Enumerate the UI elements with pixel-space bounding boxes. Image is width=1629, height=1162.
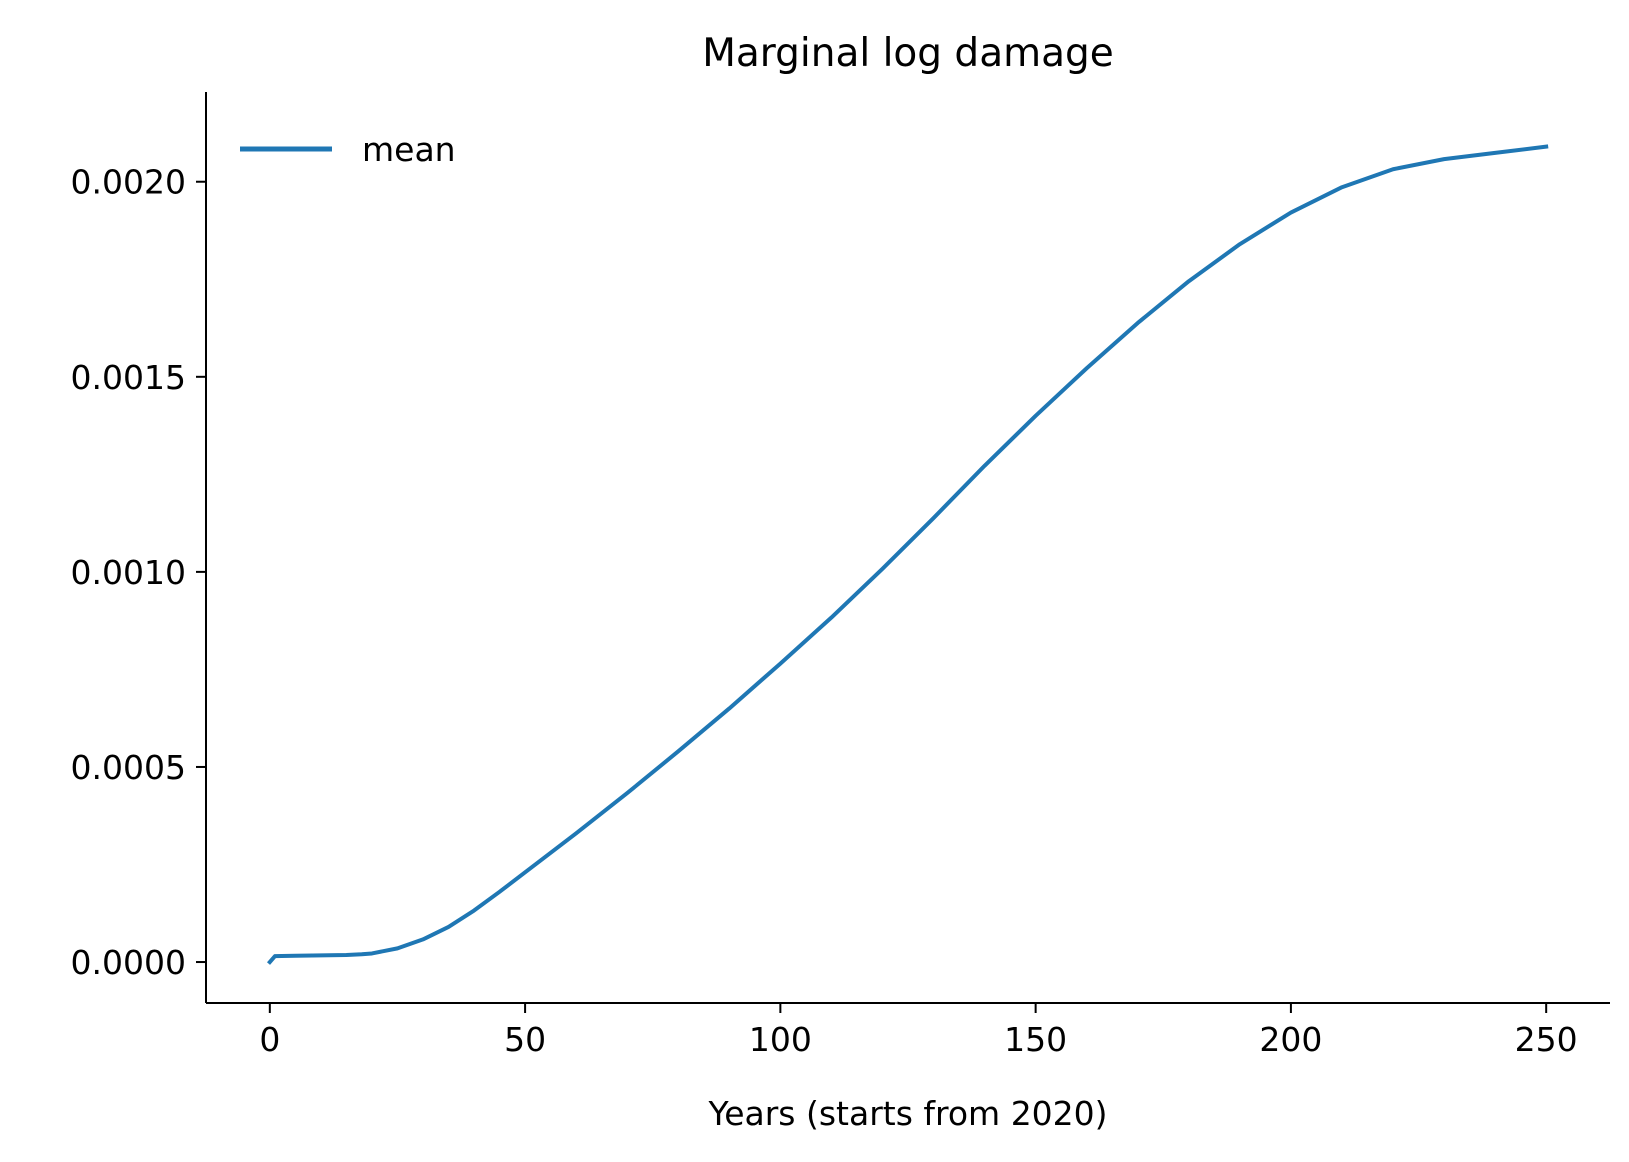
series-layer xyxy=(266,144,1549,965)
x-tick-label: 50 xyxy=(504,1020,546,1059)
x-tick-label: 250 xyxy=(1515,1020,1578,1059)
x-axis-ticks: 0 50 100 150 200 250 xyxy=(259,1003,1578,1059)
x-axis-label: Years (starts from 2020) xyxy=(707,1094,1107,1133)
y-tick-label: 0.0010 xyxy=(71,553,186,592)
y-tick-label: 0.0015 xyxy=(71,358,186,397)
y-tick-label: 0.0020 xyxy=(71,163,186,202)
y-tick-label: 0.0005 xyxy=(71,748,186,787)
legend: mean xyxy=(240,130,456,169)
x-tick-label: 200 xyxy=(1259,1020,1322,1059)
x-tick-label: 100 xyxy=(749,1020,812,1059)
y-axis-ticks: 0.0000 0.0005 0.0010 0.0015 0.0020 xyxy=(71,163,206,982)
y-tick-label: 0.0000 xyxy=(71,943,186,982)
series-line-mean xyxy=(266,144,1549,965)
legend-label-mean: mean xyxy=(362,130,456,169)
x-tick-label: 150 xyxy=(1004,1020,1067,1059)
chart-title: Marginal log damage xyxy=(702,31,1113,76)
x-tick-label: 0 xyxy=(259,1020,280,1059)
